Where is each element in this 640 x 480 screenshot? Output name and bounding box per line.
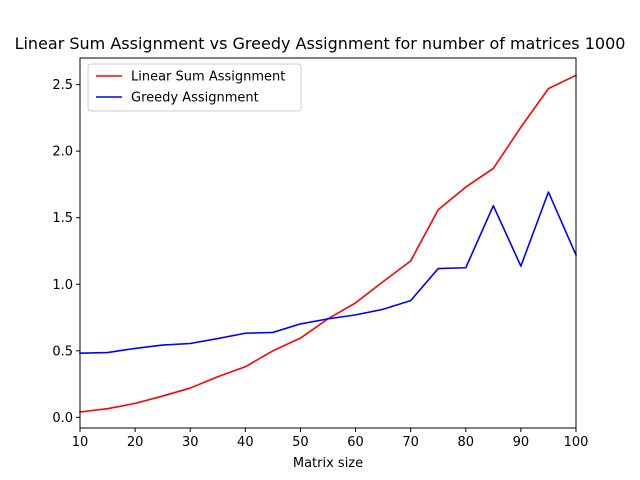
x-tick-label: 50 — [292, 435, 309, 450]
y-axis-ticks: 0.0 0.5 1.0 1.5 2.0 2.5 — [52, 78, 80, 426]
legend: Linear Sum Assignment Greedy Assignment — [87, 63, 302, 112]
y-tick-label: 0.0 — [52, 411, 73, 426]
x-tick-label: 20 — [127, 435, 144, 450]
x-tick-label: 80 — [458, 435, 475, 450]
x-tick-label: 90 — [513, 435, 530, 450]
x-axis-ticks: 10 20 30 40 50 60 70 80 90 100 — [72, 428, 589, 450]
y-tick-label: 2.0 — [52, 145, 73, 160]
y-tick-label: 2.5 — [52, 78, 73, 93]
x-tick-label: 40 — [237, 435, 254, 450]
y-tick-label: 0.5 — [52, 344, 73, 359]
y-tick-label: 1.5 — [52, 211, 73, 226]
chart-title: Linear Sum Assignment vs Greedy Assignme… — [15, 34, 626, 53]
plot-frame — [79, 57, 577, 429]
x-tick-label: 10 — [72, 435, 89, 450]
plot-background — [80, 58, 576, 428]
legend-label: Greedy Assignment — [131, 91, 259, 106]
legend-box — [87, 63, 302, 112]
x-tick-label: 70 — [402, 435, 419, 450]
x-tick-label: 30 — [182, 435, 199, 450]
y-tick-label: 1.0 — [52, 278, 73, 293]
x-tick-label: 100 — [564, 435, 589, 450]
x-axis-label: Matrix size — [293, 456, 363, 471]
legend-label: Linear Sum Assignment — [131, 70, 285, 85]
plot-area — [79, 57, 578, 429]
series-line-greedy-assignment — [79, 191, 578, 355]
series-layer — [79, 74, 578, 413]
x-tick-label: 60 — [347, 435, 364, 450]
